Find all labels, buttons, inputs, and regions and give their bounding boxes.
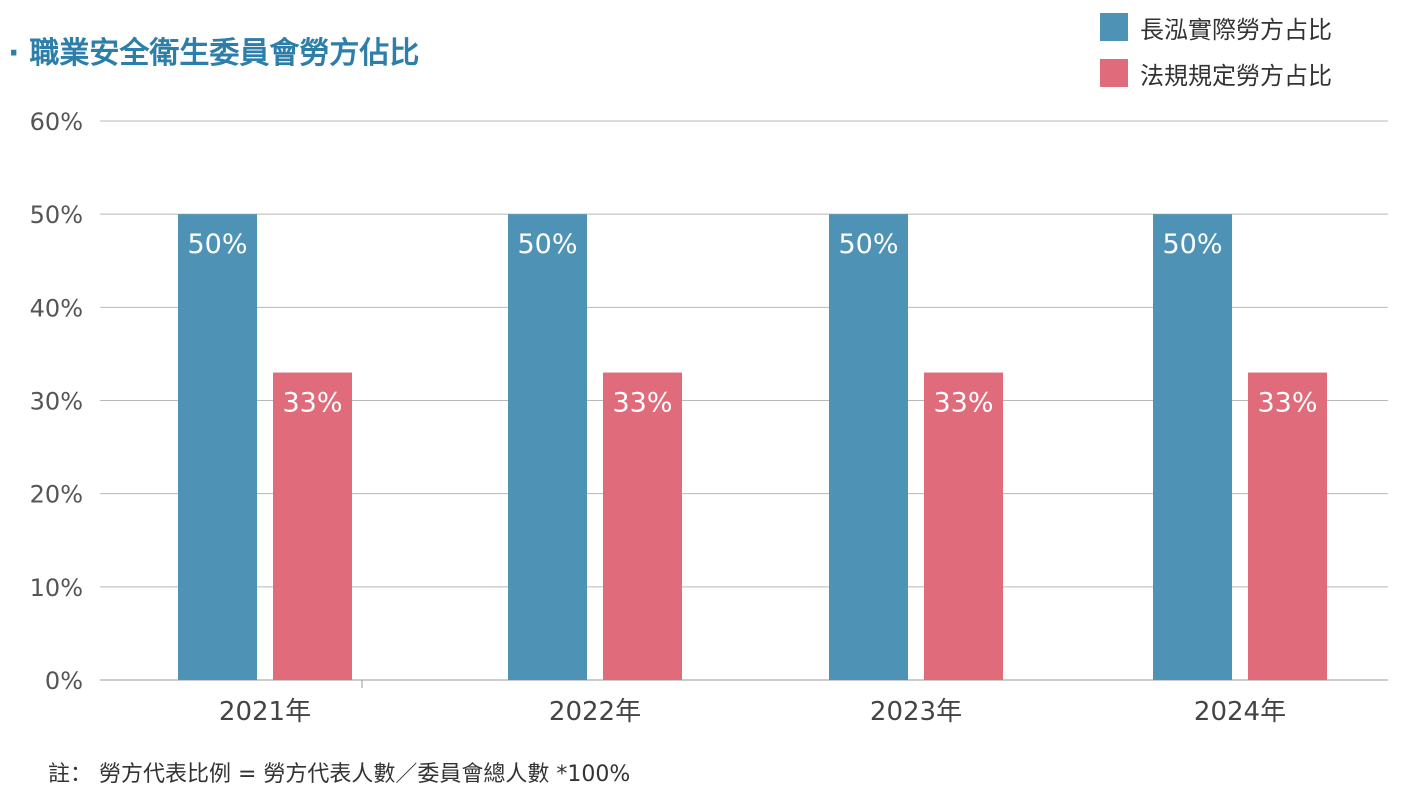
chart-title-text: 職業安全衛生委員會勞方佔比 [29, 36, 420, 71]
y-tick-label: 40% [30, 294, 83, 322]
bar-required [273, 372, 352, 680]
y-tick-label: 10% [30, 574, 83, 602]
footnote: 註： 勞方代表比例 = 勞方代表人數／委員會總人數 *100% [48, 762, 631, 787]
bar-data-label: 33% [933, 388, 993, 419]
bar-data-label: 50% [838, 229, 898, 260]
bar-data-label: 33% [1257, 388, 1317, 419]
bar-data-label: 33% [282, 388, 342, 419]
y-tick-label: 50% [30, 201, 83, 229]
legend-swatch-actual [1100, 13, 1128, 41]
y-tick-label: 0% [45, 667, 83, 695]
y-tick-label: 30% [30, 388, 83, 416]
bar-data-label: 50% [1162, 229, 1222, 260]
bar-actual [829, 214, 908, 680]
chart-title: · 職業安全衛生委員會勞方佔比 [8, 28, 419, 72]
bar-required [1248, 372, 1327, 680]
x-tick-label: 2022年 [549, 697, 641, 727]
y-tick-label: 60% [30, 108, 83, 136]
legend-item-actual: 長泓實際勞方占比 [1100, 12, 1332, 44]
legend-label-required: 法規規定勞方占比 [1140, 61, 1332, 90]
bar-actual [178, 214, 257, 680]
legend-label-actual: 長泓實際勞方占比 [1140, 15, 1332, 44]
legend-item-required: 法規規定勞方占比 [1100, 58, 1332, 90]
legend-swatch-required [1100, 59, 1128, 87]
bar-actual [1153, 214, 1232, 680]
bar-data-label: 50% [517, 229, 577, 260]
bar-required [924, 372, 1003, 680]
x-tick-label: 2023年 [870, 697, 962, 727]
title-bullet: · [8, 36, 20, 71]
bar-required [603, 372, 682, 680]
bar-actual [508, 214, 587, 680]
bar-data-label: 33% [612, 388, 672, 419]
x-tick-label: 2021年 [219, 697, 311, 727]
legend: 長泓實際勞方占比 法規規定勞方占比 [1100, 12, 1332, 104]
bar-data-label: 50% [187, 229, 247, 260]
y-tick-label: 20% [30, 481, 83, 509]
x-tick-label: 2024年 [1194, 697, 1286, 727]
